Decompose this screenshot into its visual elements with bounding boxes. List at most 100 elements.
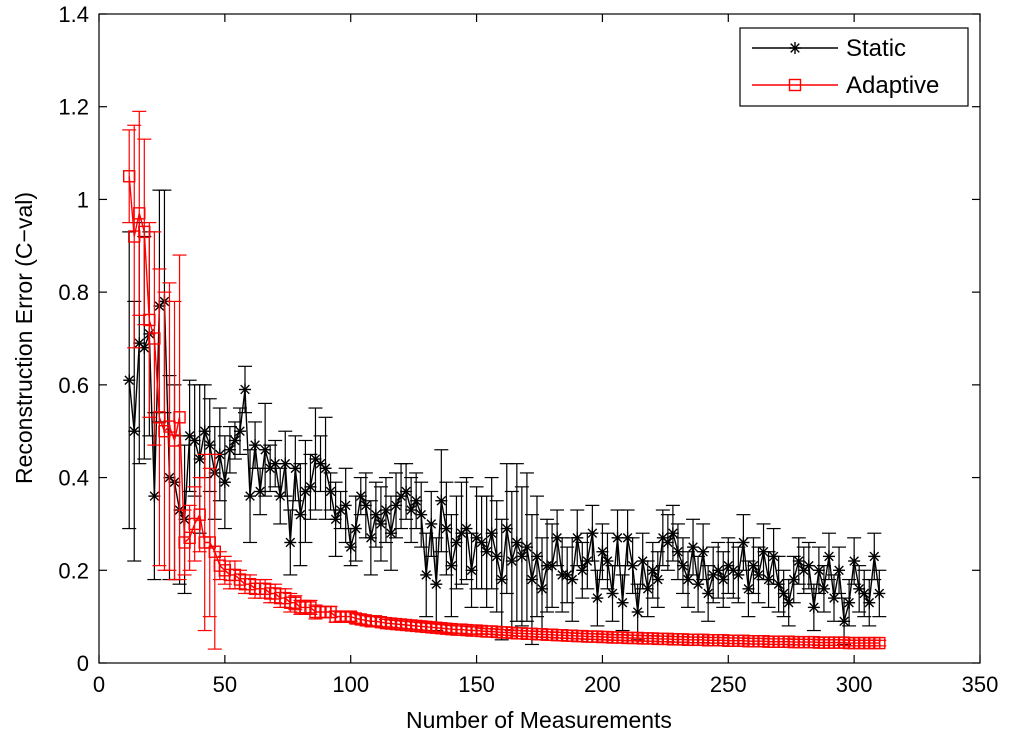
static-point [596, 545, 609, 558]
adaptive-point [138, 225, 151, 239]
static-point [591, 592, 604, 605]
static-point [752, 568, 765, 581]
static-point [802, 559, 815, 572]
static-point [712, 564, 725, 577]
static-point [384, 527, 397, 540]
static-point [188, 434, 201, 447]
adaptive-point [873, 636, 886, 650]
series-adaptive [122, 110, 887, 650]
static-point [505, 555, 518, 568]
x-tick-label: 350 [962, 672, 999, 697]
static-point [692, 578, 705, 591]
adaptive-point [148, 332, 161, 345]
static-point [289, 462, 302, 475]
static-point [807, 601, 820, 614]
static-point [294, 508, 307, 521]
x-tick-label: 200 [584, 672, 621, 697]
static-point [193, 453, 206, 466]
static-point [500, 522, 513, 535]
static-point [203, 439, 216, 452]
static-point [148, 490, 161, 503]
static-point [495, 573, 508, 586]
static-point [838, 615, 851, 628]
static-point [304, 480, 317, 493]
y-tick-label: 0 [77, 651, 89, 676]
adaptive-point [123, 170, 136, 183]
static-point [440, 522, 453, 535]
static-point [817, 582, 830, 595]
static-point [329, 513, 342, 526]
static-point [586, 527, 599, 540]
static-point [676, 559, 689, 572]
legend-label-static: Static [846, 35, 906, 62]
static-point [641, 582, 654, 595]
static-point [244, 490, 257, 503]
x-tick-label: 150 [458, 672, 495, 697]
static-point [450, 536, 463, 549]
static-point [218, 476, 231, 489]
static-point [631, 606, 644, 619]
static-point [390, 499, 403, 512]
y-tick-label: 0.4 [58, 466, 89, 491]
static-point [228, 434, 241, 447]
static-point [792, 555, 805, 568]
static-point [717, 573, 730, 586]
static-point [274, 490, 287, 503]
y-axis-label: Reconstruction Error (C−val) [11, 192, 37, 484]
static-point [621, 531, 634, 544]
static-point [238, 383, 251, 396]
adaptive-point [133, 207, 146, 220]
static-point [249, 439, 262, 452]
static-point [405, 504, 418, 517]
static-point [369, 508, 382, 521]
static-point [777, 587, 790, 600]
static-point [319, 462, 332, 475]
adaptive-point [168, 434, 181, 447]
static-point [309, 453, 322, 466]
legend-box [739, 27, 969, 107]
static-point [435, 494, 448, 507]
axes-frame [98, 13, 981, 664]
x-tick-label: 250 [710, 672, 747, 697]
static-point [324, 485, 337, 498]
static-point [646, 564, 659, 577]
static-point [671, 545, 684, 558]
y-tick-label: 0.2 [58, 558, 89, 583]
adaptive-point [193, 508, 206, 521]
static-point [525, 573, 538, 586]
static-point [757, 545, 770, 558]
static-point [259, 443, 272, 456]
static-point [833, 564, 846, 577]
static-point [349, 522, 362, 535]
static-point [284, 536, 297, 549]
static-point [828, 592, 841, 605]
static-point [379, 504, 392, 517]
static-point [123, 374, 136, 387]
static-point [430, 578, 443, 591]
static-point [611, 531, 624, 544]
static-point [269, 457, 282, 470]
static-point [510, 536, 523, 549]
y-tick-label: 1.4 [58, 2, 89, 27]
static-point [571, 531, 584, 544]
legend-marker-icon [788, 78, 802, 92]
static-point [576, 564, 589, 577]
series-static [122, 189, 887, 646]
static-point [787, 573, 800, 586]
static-point [812, 564, 825, 577]
static-point [128, 425, 141, 438]
static-point [868, 550, 881, 563]
static-point [546, 559, 559, 572]
static-point [651, 573, 664, 586]
legend-marker-adaptive [788, 78, 802, 92]
static-point [666, 527, 679, 540]
static-point [364, 531, 377, 544]
static-point [873, 587, 886, 600]
static-point [661, 536, 674, 549]
x-tick-label: 50 [213, 672, 237, 697]
static-point [460, 522, 473, 535]
static-point [858, 587, 871, 600]
static-point [410, 494, 423, 507]
static-point [475, 536, 488, 549]
